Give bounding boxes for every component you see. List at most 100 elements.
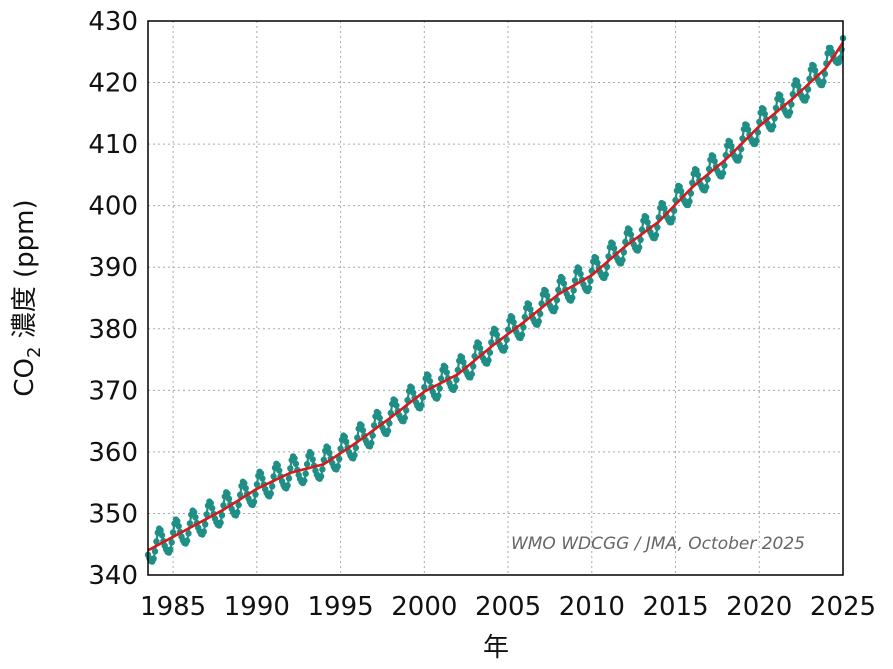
x-tick-label: 2010	[559, 592, 625, 622]
observation-point	[503, 336, 510, 344]
observation-point	[241, 480, 248, 487]
observation-point	[486, 349, 494, 356]
observation-point	[543, 292, 551, 299]
observation-point	[788, 101, 795, 108]
observation-point	[510, 319, 517, 326]
observation-point	[643, 214, 650, 221]
y-tick-label: 400	[88, 192, 138, 222]
observation-point	[771, 115, 778, 122]
observation-point	[174, 517, 181, 525]
observation-point	[485, 357, 492, 364]
observation-point	[419, 394, 427, 401]
observation-point	[786, 109, 794, 116]
trend-line	[147, 41, 845, 552]
observation-point	[602, 271, 609, 278]
observation-point	[234, 509, 241, 516]
observation-point	[236, 491, 244, 499]
observation-point	[301, 477, 308, 484]
observation-point	[384, 427, 392, 434]
observation-point	[167, 546, 174, 553]
observation-point	[359, 427, 367, 434]
observation-point	[704, 176, 711, 183]
observation-point	[577, 270, 584, 278]
y-tick-label: 380	[88, 315, 138, 345]
x-tick-label: 2015	[642, 592, 708, 622]
observation-point	[401, 414, 408, 422]
observation-point	[476, 345, 484, 352]
observation-point	[358, 422, 365, 429]
observation-point	[527, 306, 534, 313]
observation-point	[719, 169, 727, 177]
observation-point	[594, 259, 601, 266]
observation-point	[761, 110, 768, 118]
observation-point	[153, 538, 160, 545]
y-tick-label: 420	[88, 69, 138, 99]
observation-point	[337, 445, 344, 452]
observation-point	[403, 407, 410, 414]
observation-point	[559, 275, 566, 282]
observation-point	[168, 539, 175, 546]
observation-point	[560, 280, 568, 287]
observation-point	[753, 137, 760, 144]
x-tick-label: 2000	[391, 592, 457, 622]
observation-point	[217, 519, 224, 526]
observation-point	[352, 444, 360, 451]
observation-point	[703, 183, 710, 191]
observation-point	[426, 377, 434, 385]
observation-point	[553, 297, 561, 304]
monthly-observations	[144, 35, 847, 565]
observation-point	[368, 439, 375, 447]
observation-point	[270, 473, 277, 480]
observation-point	[468, 370, 475, 378]
observation-point	[200, 528, 207, 535]
observation-point	[302, 470, 309, 477]
axis-ticks: 340 350 360 370 380 390 400 410 420 430 1985 1990 19…	[88, 7, 876, 622]
observation-point	[303, 460, 311, 468]
observation-point	[326, 449, 333, 457]
observation-point	[585, 285, 593, 292]
observation-point	[520, 324, 527, 331]
observation-point	[620, 249, 628, 256]
source-annotation: WMO WDCGG / JMA, October 2025	[511, 534, 805, 554]
y-tick-label: 340	[88, 561, 138, 591]
observation-point	[408, 384, 415, 391]
y-tick-label: 410	[88, 130, 138, 160]
observation-point	[442, 364, 449, 371]
y-tick-label: 350	[88, 499, 138, 529]
observation-point	[451, 383, 459, 391]
observation-point	[225, 495, 233, 502]
observation-point	[569, 294, 576, 301]
observation-line	[146, 38, 845, 564]
x-tick-label: 2025	[810, 592, 876, 622]
observation-point	[336, 455, 343, 463]
observation-point	[386, 420, 393, 427]
observation-point	[190, 508, 198, 516]
x-axis-label: 年	[483, 633, 509, 663]
observation-point	[669, 215, 676, 222]
observation-point	[638, 226, 646, 233]
y-tick-label: 390	[88, 253, 138, 283]
observation-point	[453, 376, 460, 384]
observation-point	[257, 470, 265, 477]
observation-point	[492, 326, 499, 334]
observation-point	[308, 450, 315, 458]
grid-lines	[148, 21, 843, 575]
observation-point	[287, 465, 294, 472]
observation-point	[603, 263, 611, 270]
observation-point	[677, 187, 685, 195]
observation-point	[324, 444, 332, 452]
observation-point	[157, 526, 164, 534]
observation-point	[627, 231, 635, 238]
observation-point	[744, 126, 752, 133]
y-axis-label-main: CO	[10, 358, 40, 397]
observation-point	[652, 231, 660, 239]
observation-point	[391, 397, 399, 404]
observation-point	[259, 475, 266, 482]
observation-point	[203, 511, 210, 518]
observation-point	[291, 455, 298, 462]
observation-point	[185, 530, 192, 537]
observation-point	[576, 265, 583, 273]
observation-point	[661, 205, 668, 212]
observation-point	[242, 485, 249, 492]
